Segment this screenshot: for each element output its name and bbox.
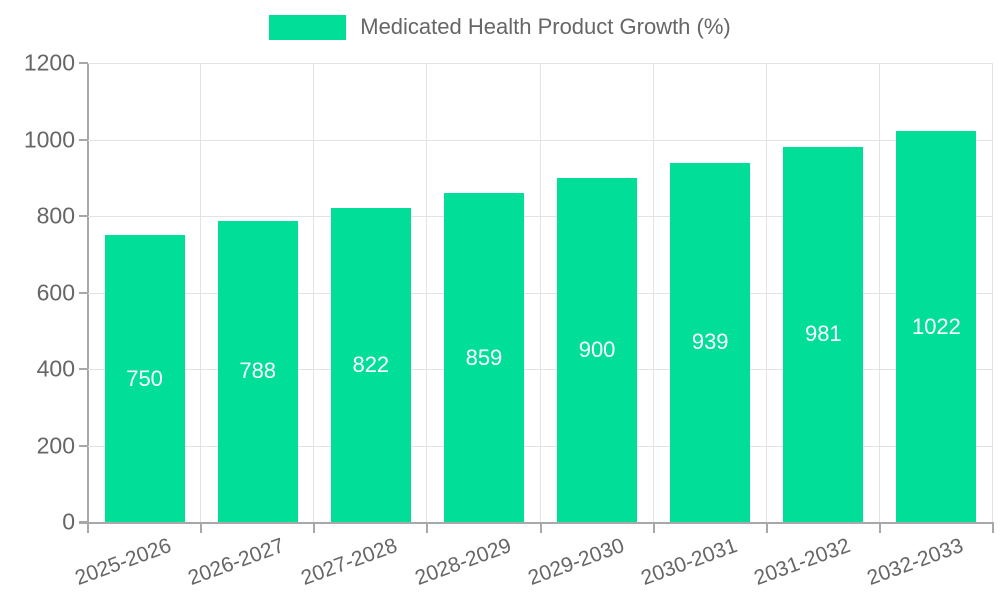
bar-2031-2032: 981 bbox=[783, 146, 864, 522]
x-tick-5 bbox=[652, 524, 655, 533]
legend-label: Medicated Health Product Growth (%) bbox=[360, 14, 731, 39]
y-tick-label-800: 800 bbox=[36, 202, 75, 229]
legend-item[interactable]: Medicated Health Product Growth (%) bbox=[269, 14, 731, 40]
bar-2032-2033: 1022 bbox=[896, 131, 977, 522]
y-tick-label-1000: 1000 bbox=[23, 126, 75, 152]
x-tick-label-2026-2027: 2026-2027 bbox=[185, 534, 288, 590]
x-tick-7 bbox=[878, 524, 881, 533]
x-tick-0 bbox=[87, 524, 89, 533]
y-tick-0 bbox=[79, 521, 88, 523]
v-gridline-4 bbox=[539, 63, 541, 522]
x-tick-label-2030-2031: 2030-2031 bbox=[637, 534, 741, 590]
v-gridline-5 bbox=[652, 63, 654, 522]
h-gridline-600 bbox=[88, 292, 993, 294]
v-gridline-1 bbox=[200, 63, 202, 522]
y-tick-label-200: 200 bbox=[36, 432, 75, 458]
x-tick-2 bbox=[313, 524, 316, 533]
v-gridline-2 bbox=[313, 63, 315, 522]
bar-2030-2031: 939 bbox=[670, 162, 751, 522]
bar-value-label: 1022 bbox=[911, 313, 961, 339]
y-axis-line bbox=[87, 63, 89, 531]
bar-value-label: 859 bbox=[465, 344, 503, 370]
x-tick-8 bbox=[992, 524, 994, 533]
y-tick-1000 bbox=[79, 138, 88, 141]
h-gridline-400 bbox=[88, 369, 993, 370]
y-tick-label-0: 0 bbox=[62, 508, 75, 535]
bar-value-label: 788 bbox=[239, 358, 277, 384]
x-tick-6 bbox=[765, 524, 768, 533]
y-tick-label-600: 600 bbox=[36, 279, 75, 305]
y-tick-label-1200: 1200 bbox=[23, 49, 75, 76]
v-gridline-7 bbox=[878, 63, 880, 522]
x-axis-line bbox=[79, 522, 994, 524]
x-tick-label-2032-2033: 2032-2033 bbox=[864, 534, 967, 590]
chart-legend: Medicated Health Product Growth (%) bbox=[0, 14, 1000, 40]
bar-value-label: 981 bbox=[804, 321, 842, 347]
v-gridline-8 bbox=[992, 63, 993, 522]
x-tick-1 bbox=[200, 524, 203, 533]
y-tick-600 bbox=[79, 291, 88, 294]
bar-2027-2028: 822 bbox=[330, 207, 411, 522]
y-tick-1200 bbox=[79, 62, 88, 64]
v-gridline-6 bbox=[765, 63, 767, 522]
y-tick-200 bbox=[79, 444, 88, 447]
x-tick-label-2025-2026: 2025-2026 bbox=[72, 534, 175, 590]
bar-value-label: 939 bbox=[691, 329, 729, 355]
x-tick-label-2028-2029: 2028-2029 bbox=[411, 534, 514, 590]
h-gridline-200 bbox=[88, 445, 993, 447]
bar-2025-2026: 750 bbox=[104, 235, 185, 522]
bar-value-label: 750 bbox=[126, 365, 163, 391]
bar-value-label: 900 bbox=[578, 336, 616, 362]
x-tick-label-2027-2028: 2027-2028 bbox=[298, 534, 401, 590]
bar-value-label: 822 bbox=[352, 351, 390, 377]
bar-2028-2029: 859 bbox=[443, 193, 524, 522]
legend-swatch bbox=[269, 14, 347, 40]
v-gridline-3 bbox=[426, 63, 428, 522]
y-tick-800 bbox=[79, 215, 88, 217]
x-tick-3 bbox=[426, 524, 429, 533]
h-gridline-1000 bbox=[88, 139, 993, 141]
x-tick-label-2029-2030: 2029-2030 bbox=[524, 534, 627, 590]
x-tick-label-2031-2032: 2031-2032 bbox=[750, 534, 854, 590]
h-gridline-800 bbox=[88, 216, 993, 217]
y-tick-400 bbox=[79, 368, 88, 370]
plot-area: 750 788 822 859 900 939 981 1022 bbox=[88, 63, 993, 522]
x-tick-4 bbox=[539, 524, 542, 533]
bar-2029-2030: 900 bbox=[557, 177, 638, 522]
y-tick-label-400: 400 bbox=[36, 355, 75, 382]
h-gridline-1200 bbox=[88, 63, 993, 64]
bar-2026-2027: 788 bbox=[217, 220, 298, 522]
